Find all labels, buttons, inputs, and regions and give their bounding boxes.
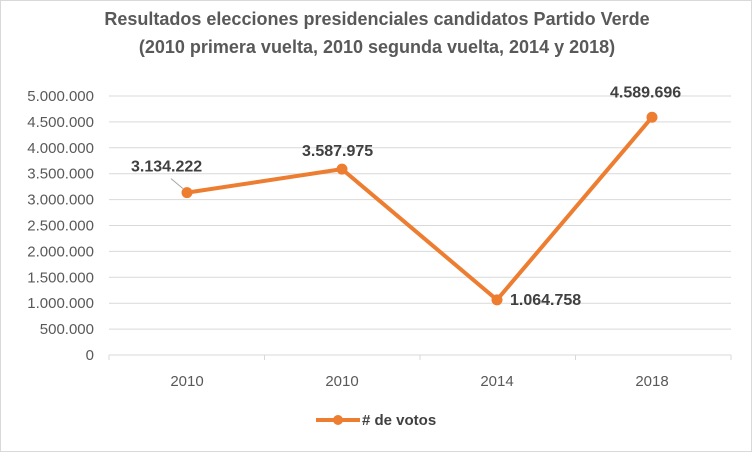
x-tick-label: 2014 xyxy=(480,373,513,390)
legend: # de votos xyxy=(316,412,436,429)
legend-point-marker xyxy=(333,415,343,425)
x-tick-label: 2018 xyxy=(635,373,668,390)
data-point xyxy=(336,163,348,175)
y-tick-label: 500.000 xyxy=(40,321,94,338)
y-tick-label: 3.500.000 xyxy=(27,166,94,183)
label-leader-line xyxy=(170,178,184,190)
y-tick-label: 4.000.000 xyxy=(27,140,94,157)
y-tick-label: 0 xyxy=(86,347,94,364)
data-point xyxy=(491,294,503,306)
data-label: 3.134.222 xyxy=(131,159,202,176)
axis-layer: 0 500.000 1.000.000 1.500.000 2.000.000 2.500… xyxy=(27,88,732,390)
data-point xyxy=(646,111,658,123)
chart-title-line-2: (2010 primera vuelta, 2010 segunda vuelt… xyxy=(139,37,615,57)
y-tick-label: 2.000.000 xyxy=(27,243,94,260)
series-line xyxy=(185,115,654,302)
x-tick-label: 2010 xyxy=(325,373,358,390)
y-tick-label: 2.500.000 xyxy=(27,218,94,235)
y-tick-label: 1.500.000 xyxy=(27,269,94,286)
grid-layer xyxy=(109,95,731,356)
x-tick-label: 2010 xyxy=(170,373,203,390)
label-layer: 3.134.222 3.587.975 1.064.758 4.589.696 xyxy=(131,84,681,309)
data-point xyxy=(181,187,193,199)
y-tick-label: 4.500.000 xyxy=(27,114,94,131)
y-tick-label: 3.000.000 xyxy=(27,192,94,209)
series-layer xyxy=(181,111,658,306)
chart-title-line-1: Resultados elecciones presidenciales can… xyxy=(104,9,649,29)
y-tick-label: 1.000.000 xyxy=(27,295,94,312)
data-label: 4.589.696 xyxy=(610,84,681,101)
data-label: 1.064.758 xyxy=(510,292,581,309)
data-label: 3.587.975 xyxy=(302,143,373,160)
y-tick-label: 5.000.000 xyxy=(27,88,94,105)
legend-label: # de votos xyxy=(362,412,436,429)
